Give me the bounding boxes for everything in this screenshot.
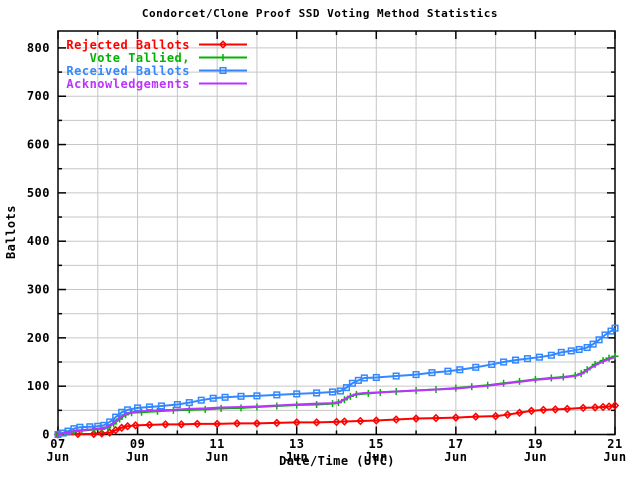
svg-text:Jun: Jun bbox=[285, 450, 308, 464]
x-axis-label: Date/Time (UTC) bbox=[279, 454, 395, 468]
legend-label-vote-tallied: Vote Tallied, bbox=[89, 50, 190, 65]
svg-text:15: 15 bbox=[369, 437, 384, 451]
legend-item-rejected-ballots: Rejected Ballots bbox=[60, 37, 249, 52]
svg-text:Jun: Jun bbox=[46, 450, 69, 464]
svg-text:Jun: Jun bbox=[524, 450, 547, 464]
legend-item-vote-tallied: Vote Tallied, bbox=[60, 50, 249, 65]
legend-label-acknowledgements: Acknowledgements bbox=[66, 76, 190, 91]
svg-text:0: 0 bbox=[42, 428, 50, 442]
svg-text:17: 17 bbox=[448, 437, 463, 451]
chart-title: Condorcet/Clone Proof SSD Voting Method … bbox=[141, 7, 499, 20]
legend-line-sample-plain-icon bbox=[199, 82, 247, 85]
svg-text:Jun: Jun bbox=[444, 450, 467, 464]
svg-text:21: 21 bbox=[607, 437, 622, 451]
svg-text:800: 800 bbox=[27, 41, 50, 55]
legend: Rejected Ballots Vote Tallied, Received … bbox=[60, 37, 249, 91]
svg-text:Jun: Jun bbox=[603, 450, 626, 464]
svg-text:09: 09 bbox=[130, 437, 145, 451]
svg-text:Jun: Jun bbox=[365, 450, 388, 464]
svg-text:Jun: Jun bbox=[126, 450, 149, 464]
svg-text:700: 700 bbox=[27, 89, 50, 103]
svg-text:400: 400 bbox=[27, 234, 50, 248]
legend-line-sample-diamond-icon bbox=[199, 40, 247, 49]
svg-text:19: 19 bbox=[528, 437, 543, 451]
legend-item-acknowledgements: Acknowledgements bbox=[60, 76, 249, 91]
legend-label-rejected-ballots: Rejected Ballots bbox=[66, 37, 190, 52]
legend-line-sample-plus-icon bbox=[199, 54, 247, 61]
svg-text:11: 11 bbox=[209, 437, 224, 451]
legend-line-sample-square-icon bbox=[199, 66, 247, 75]
legend-item-received-ballots: Received Ballots bbox=[60, 63, 249, 78]
svg-text:300: 300 bbox=[27, 283, 50, 297]
svg-text:600: 600 bbox=[27, 138, 50, 152]
svg-text:07: 07 bbox=[50, 437, 65, 451]
legend-label-received-ballots: Received Ballots bbox=[66, 63, 190, 78]
svg-text:13: 13 bbox=[289, 437, 304, 451]
svg-text:Jun: Jun bbox=[206, 450, 229, 464]
svg-text:100: 100 bbox=[27, 379, 50, 393]
svg-text:500: 500 bbox=[27, 186, 50, 200]
svg-text:200: 200 bbox=[27, 331, 50, 345]
